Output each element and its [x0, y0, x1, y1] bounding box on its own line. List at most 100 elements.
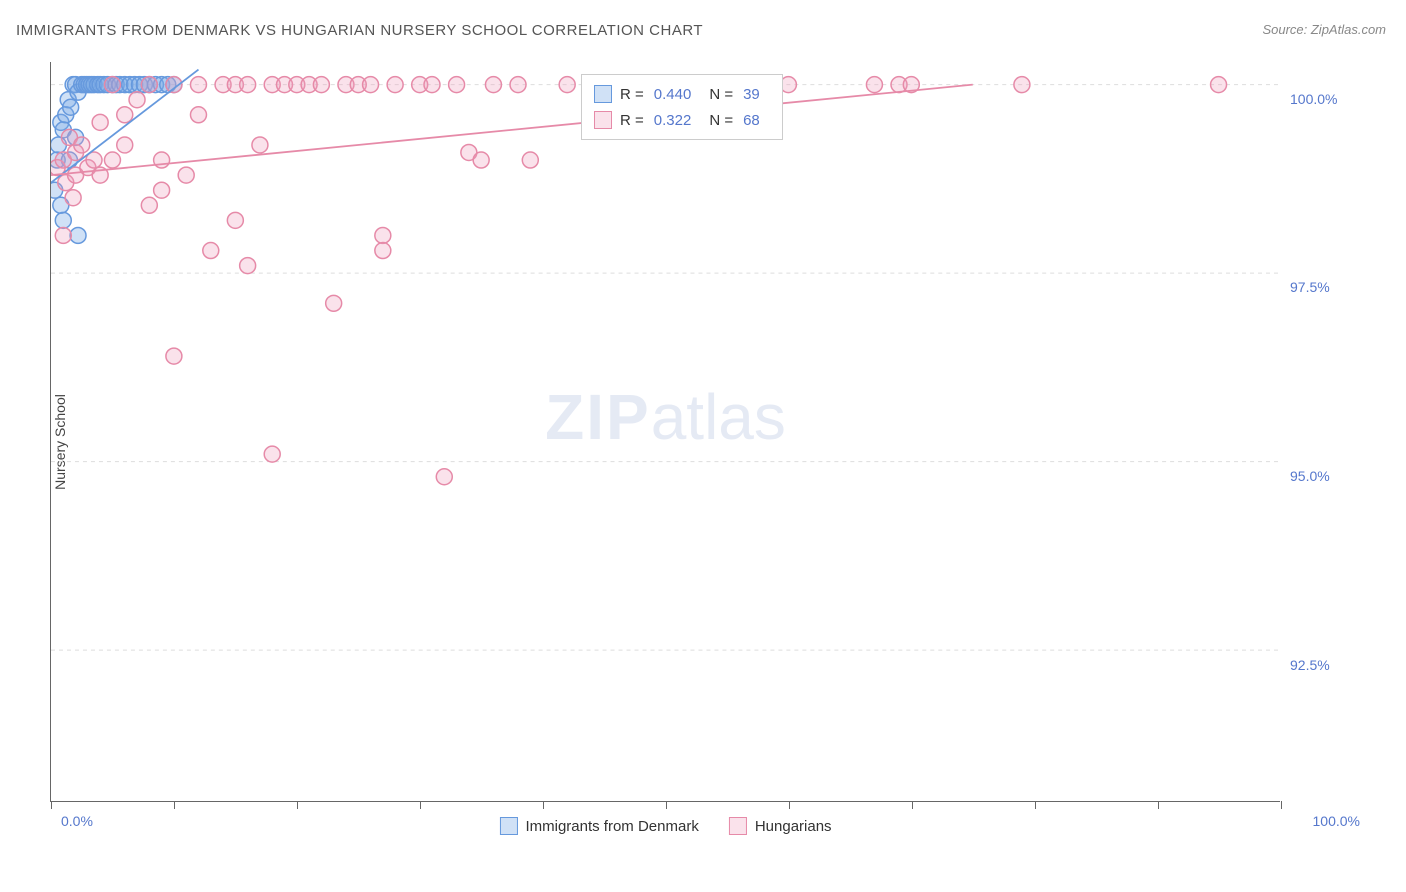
data-point — [65, 77, 81, 93]
data-point — [68, 77, 84, 93]
x-tick — [666, 801, 667, 809]
series-legend-item: Immigrants from Denmark — [499, 817, 698, 835]
data-point — [60, 92, 76, 108]
data-point — [240, 258, 256, 274]
series-legend-item: Hungarians — [729, 817, 832, 835]
watermark-atlas: atlas — [651, 381, 786, 453]
data-point — [51, 182, 63, 198]
legend-swatch — [499, 817, 517, 835]
data-point — [473, 152, 489, 168]
data-point — [112, 77, 128, 93]
plot-area: ZIPatlas 92.5%95.0%97.5%100.0% R =0.440N… — [50, 62, 1280, 802]
data-point — [252, 137, 268, 153]
data-point — [129, 92, 145, 108]
legend-row: R = 0.322N =68 — [594, 107, 770, 133]
legend-r-label: R = — [620, 112, 644, 129]
data-point — [227, 77, 243, 93]
series-legend-label: Hungarians — [755, 818, 832, 835]
data-point — [227, 212, 243, 228]
data-point — [58, 175, 74, 191]
data-point — [190, 107, 206, 123]
data-point — [424, 77, 440, 93]
data-point — [436, 469, 452, 485]
data-point — [1014, 77, 1030, 93]
trend-line — [51, 70, 198, 183]
data-point — [510, 77, 526, 93]
data-point — [86, 77, 102, 93]
data-point — [51, 137, 66, 153]
data-point — [1211, 77, 1227, 93]
x-tick — [51, 801, 52, 809]
legend-n-value: 68 — [743, 112, 760, 129]
data-point — [154, 152, 170, 168]
watermark: ZIPatlas — [545, 380, 786, 454]
data-point — [891, 77, 907, 93]
data-point — [215, 77, 231, 93]
data-point — [166, 77, 182, 93]
data-point — [68, 145, 84, 161]
data-point — [117, 137, 133, 153]
x-tick — [297, 801, 298, 809]
data-point — [127, 77, 143, 93]
data-point — [92, 114, 108, 130]
data-point — [86, 152, 102, 168]
x-tick — [543, 801, 544, 809]
x-tick — [912, 801, 913, 809]
chart-container: Nursery School ZIPatlas 92.5%95.0%97.5%1… — [40, 52, 1380, 832]
legend-n-label: N = — [709, 86, 733, 103]
data-point — [70, 227, 86, 243]
data-point — [522, 152, 538, 168]
data-point — [68, 167, 84, 183]
data-point — [68, 129, 84, 145]
data-point — [485, 77, 501, 93]
data-point — [866, 77, 882, 93]
data-point — [92, 77, 108, 93]
data-point — [63, 99, 79, 115]
data-point — [65, 190, 81, 206]
data-point — [264, 77, 280, 93]
legend-n-value: 39 — [743, 86, 760, 103]
x-axis-max-label: 100.0% — [1313, 813, 1360, 829]
data-point — [104, 77, 120, 93]
data-point — [387, 77, 403, 93]
data-point — [96, 77, 112, 93]
data-point — [117, 77, 133, 93]
x-axis-min-label: 0.0% — [61, 813, 93, 829]
data-point — [141, 77, 157, 93]
series-legend: Immigrants from Denmark Hungarians — [499, 817, 831, 835]
data-point — [100, 77, 116, 93]
data-point — [240, 77, 256, 93]
chart-svg — [51, 62, 1280, 801]
data-point — [51, 152, 65, 168]
data-point — [92, 167, 108, 183]
data-point — [74, 137, 90, 153]
y-tick-label: 95.0% — [1290, 468, 1370, 484]
source-label: Source: ZipAtlas.com — [1262, 22, 1386, 37]
data-point — [375, 227, 391, 243]
data-point — [338, 77, 354, 93]
legend-swatch — [729, 817, 747, 835]
data-point — [160, 77, 176, 93]
legend-row: R =0.440N =39 — [594, 81, 770, 107]
data-point — [350, 77, 366, 93]
data-point — [363, 77, 379, 93]
data-point — [55, 227, 71, 243]
data-point — [90, 77, 106, 93]
x-tick — [420, 801, 421, 809]
legend-swatch — [594, 111, 612, 129]
legend-swatch — [594, 85, 612, 103]
data-point — [108, 77, 124, 93]
data-point — [178, 167, 194, 183]
data-point — [117, 107, 133, 123]
data-point — [461, 145, 477, 161]
data-point — [313, 77, 329, 93]
data-point — [70, 84, 86, 100]
data-point — [559, 77, 575, 93]
data-point — [154, 182, 170, 198]
data-point — [136, 77, 152, 93]
data-point — [79, 77, 95, 93]
data-point — [131, 77, 147, 93]
x-tick — [1035, 801, 1036, 809]
data-point — [55, 122, 71, 138]
data-point — [104, 77, 120, 93]
